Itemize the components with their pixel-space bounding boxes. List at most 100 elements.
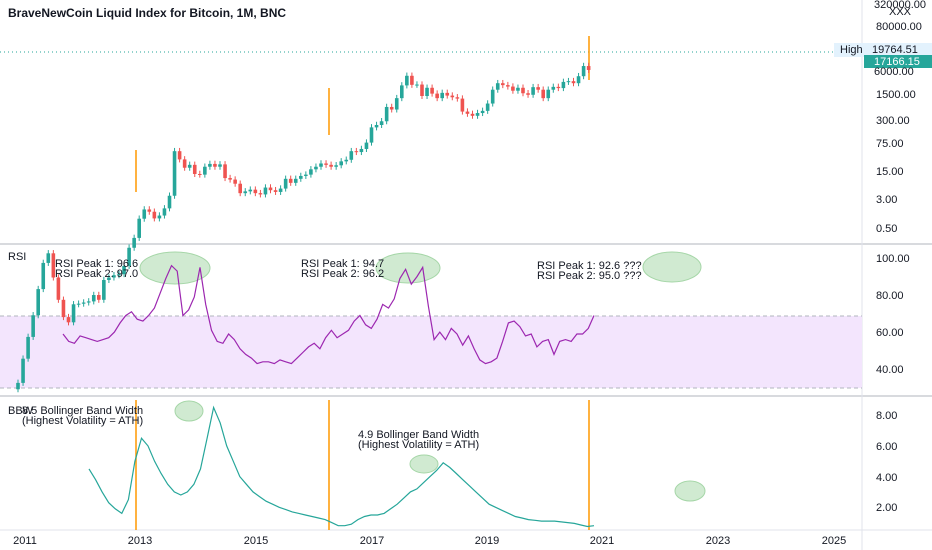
candle-body (61, 299, 66, 318)
bbw-line (88, 405, 595, 528)
candle-body (56, 277, 61, 300)
candle-body (223, 164, 227, 179)
candle-body (86, 301, 91, 303)
candle-body (81, 302, 86, 304)
candle-body (526, 93, 530, 95)
candle-body (566, 81, 571, 83)
high-price-tag (834, 43, 932, 57)
candle-body (581, 66, 586, 77)
candle-body (470, 113, 475, 116)
candle-body (495, 83, 500, 90)
highlight-ellipse (674, 480, 706, 502)
price-axis-tick: 320000.00 (874, 0, 926, 11)
candle-body (273, 190, 278, 192)
price-axis-extra-label: XXX (889, 6, 912, 18)
candle-body (475, 113, 480, 116)
candle-body (127, 247, 131, 266)
candle-body (293, 178, 298, 183)
candle-body (415, 84, 419, 86)
candle-body (263, 187, 268, 195)
candle-body (253, 189, 258, 194)
candle-body (334, 165, 338, 167)
last-price-value: 17166.15 (874, 56, 920, 68)
highlight-ellipses (139, 251, 706, 502)
candle-body (233, 179, 237, 184)
rsi-series (62, 264, 595, 365)
time-axis-tick: 2021 (590, 535, 614, 547)
candle-body (556, 86, 561, 89)
candle-body (455, 97, 460, 99)
rsi-note-1-line2: RSI Peak 2: 97.0 (55, 268, 138, 280)
candle-body (309, 169, 313, 175)
candle-body (66, 317, 71, 323)
candle-body (41, 262, 46, 290)
candle-body (167, 195, 172, 209)
rsi-line (62, 264, 595, 365)
candle-body (147, 209, 152, 212)
candle-body (172, 151, 177, 196)
time-axis-tick: 2025 (822, 535, 846, 547)
bbw-note-2-line1: 4.9 Bollinger Band Width (358, 429, 479, 441)
price-axis-tick: 6000.00 (874, 66, 914, 78)
candle-body (258, 193, 263, 195)
rsi-band-fill (0, 316, 862, 388)
candle-body (364, 142, 369, 149)
candle-body (192, 164, 197, 174)
rsi-note-1-line1: RSI Peak 1: 96.6 (55, 258, 138, 270)
high-tag-value: 19764.51 (872, 44, 918, 56)
rsi-axis-tick: 60.00 (876, 327, 904, 339)
time-axis-tick: 2011 (13, 535, 37, 547)
rsi-axis-tick: 80.00 (876, 290, 904, 302)
candle-body (571, 81, 576, 84)
highlight-ellipse (375, 252, 441, 284)
candle-body (445, 92, 450, 96)
candle-body (97, 295, 101, 300)
rsi-note-3-line1: RSI Peak 1: 92.6 ??? (537, 260, 642, 272)
candle-body (546, 89, 551, 99)
time-axis-tick: 2019 (475, 535, 499, 547)
time-axis-tick: 2023 (706, 535, 730, 547)
bbw-axis-tick: 4.00 (876, 472, 897, 484)
price-axis-tick: 0.50 (876, 223, 897, 235)
candle-body (71, 304, 76, 323)
candle-body (31, 315, 35, 337)
candle-body (521, 87, 525, 94)
candle-body (536, 87, 540, 90)
candle-body (344, 159, 349, 162)
candle-body (511, 86, 515, 91)
candle-body (460, 98, 465, 112)
bbw-series (88, 405, 595, 528)
candle-body (278, 188, 283, 192)
candle-body (369, 127, 374, 143)
candle-body (531, 87, 535, 95)
candle-body (117, 274, 121, 276)
bbw-pane-label: BBW (8, 405, 34, 417)
candle-body (480, 110, 485, 114)
price-axis-tick: 300.00 (876, 115, 910, 127)
candle-body (485, 103, 490, 111)
candle-body (162, 208, 167, 216)
candle-body (213, 163, 217, 167)
rsi-axis-tick: 40.00 (876, 364, 904, 376)
candle-body (389, 106, 394, 110)
high-tag-label: High (840, 44, 863, 56)
candle-body (506, 85, 510, 87)
chart-title: BraveNewCoin Liquid Index for Bitcoin, 1… (8, 6, 286, 20)
candle-body (465, 111, 470, 114)
time-axis-tick: 2013 (128, 535, 152, 547)
candle-body (490, 89, 495, 104)
candle-body (410, 75, 414, 85)
candle-body (198, 173, 202, 175)
candle-body (182, 159, 187, 168)
highlight-ellipse (409, 454, 439, 474)
bbw-note-1-line2: (Highest Volatility = ATH) (22, 415, 143, 427)
candle-body (288, 178, 293, 183)
candlestick-series (16, 62, 591, 393)
price-axis-tick: 75.00 (876, 138, 904, 150)
candle-body (561, 81, 566, 89)
candle-body (36, 289, 40, 316)
candle-body (137, 218, 141, 238)
candle-body (248, 189, 253, 192)
